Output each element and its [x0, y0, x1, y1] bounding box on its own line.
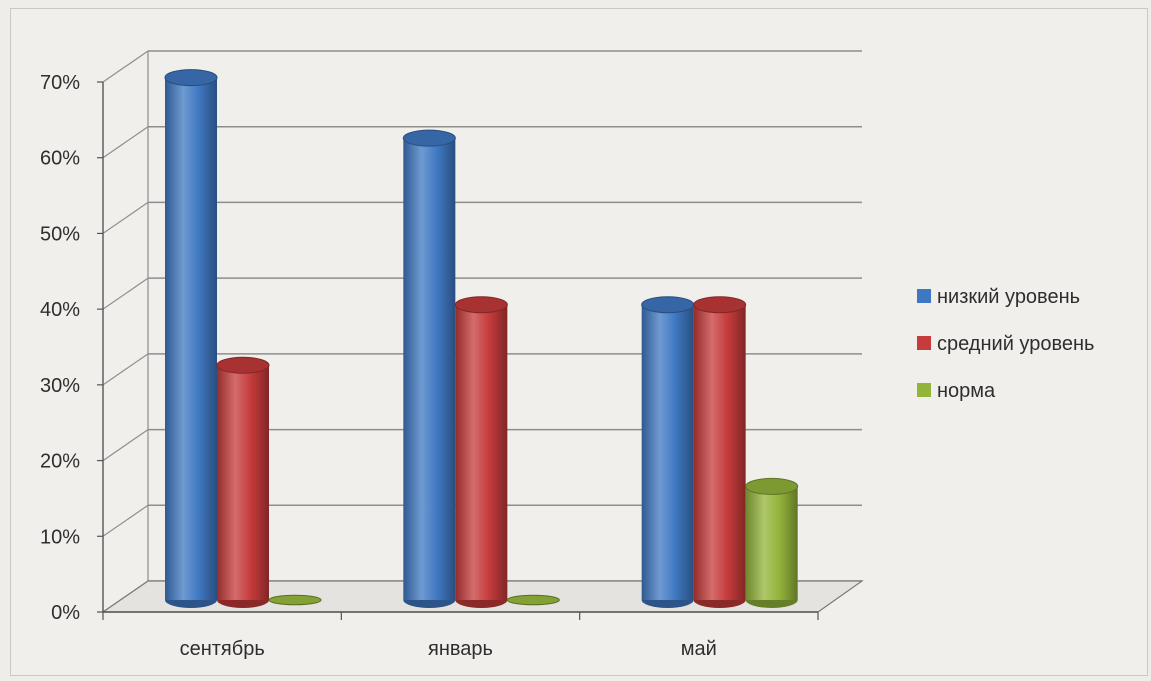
axes: 0% 10% 20% 30% 40% 50% 60% 70% сентябрь январь май — [40, 72, 819, 660]
x-tick-label: май — [681, 638, 717, 660]
y-tick-label: 20% — [40, 451, 80, 473]
bar-body — [217, 365, 269, 600]
legend-swatch — [917, 289, 931, 303]
gridline-depth — [102, 429, 149, 462]
bar-zero-disk — [506, 594, 560, 606]
bar-body — [403, 138, 456, 600]
bar — [641, 296, 695, 608]
y-tick-label: 30% — [40, 375, 80, 397]
bar-top — [164, 69, 218, 87]
bar — [454, 296, 508, 608]
x-tick-label: январь — [428, 638, 493, 660]
bar-body — [165, 77, 217, 601]
bar-top — [693, 296, 747, 314]
legend-swatch — [917, 383, 931, 397]
y-tick-label: 40% — [40, 299, 80, 321]
legend-item: средний уровень — [917, 333, 1094, 355]
bar-body — [455, 304, 508, 600]
bar — [693, 296, 747, 608]
legend-swatch — [917, 336, 931, 350]
bar — [745, 477, 799, 608]
legend: низкий уровень средний уровень норма — [917, 286, 1094, 402]
y-tick-label: 10% — [40, 526, 80, 548]
legend-item: норма — [917, 380, 996, 402]
gridline-depth — [102, 504, 149, 537]
legend-label: норма — [937, 380, 996, 402]
bar-body — [641, 304, 694, 600]
gridline-depth — [102, 126, 149, 159]
gridline-depth — [102, 353, 149, 386]
bar-zero-disk — [268, 594, 322, 606]
bar-top — [745, 477, 799, 495]
bar-top — [402, 129, 456, 147]
legend-label: низкий уровень — [937, 286, 1080, 308]
y-tick-label: 50% — [40, 223, 80, 245]
legend-item: низкий уровень — [917, 286, 1080, 308]
gridline-depth — [102, 201, 149, 234]
legend-label: средний уровень — [937, 333, 1094, 355]
y-tick-label: 60% — [40, 148, 80, 170]
gridline-depth — [102, 50, 149, 83]
bar-top — [216, 356, 270, 374]
bars — [164, 69, 799, 608]
bar — [216, 356, 270, 608]
bar-top — [454, 296, 508, 314]
gridline-depth — [102, 277, 149, 310]
bar-top — [641, 296, 695, 314]
bar — [506, 594, 560, 606]
bar — [268, 594, 322, 606]
bar — [164, 69, 218, 608]
bar — [402, 129, 456, 608]
bar-body — [745, 486, 798, 600]
bar-body — [693, 304, 746, 600]
x-tick-label: сентябрь — [180, 638, 265, 660]
y-tick-label: 70% — [40, 72, 80, 94]
y-tick-label: 0% — [51, 602, 80, 624]
